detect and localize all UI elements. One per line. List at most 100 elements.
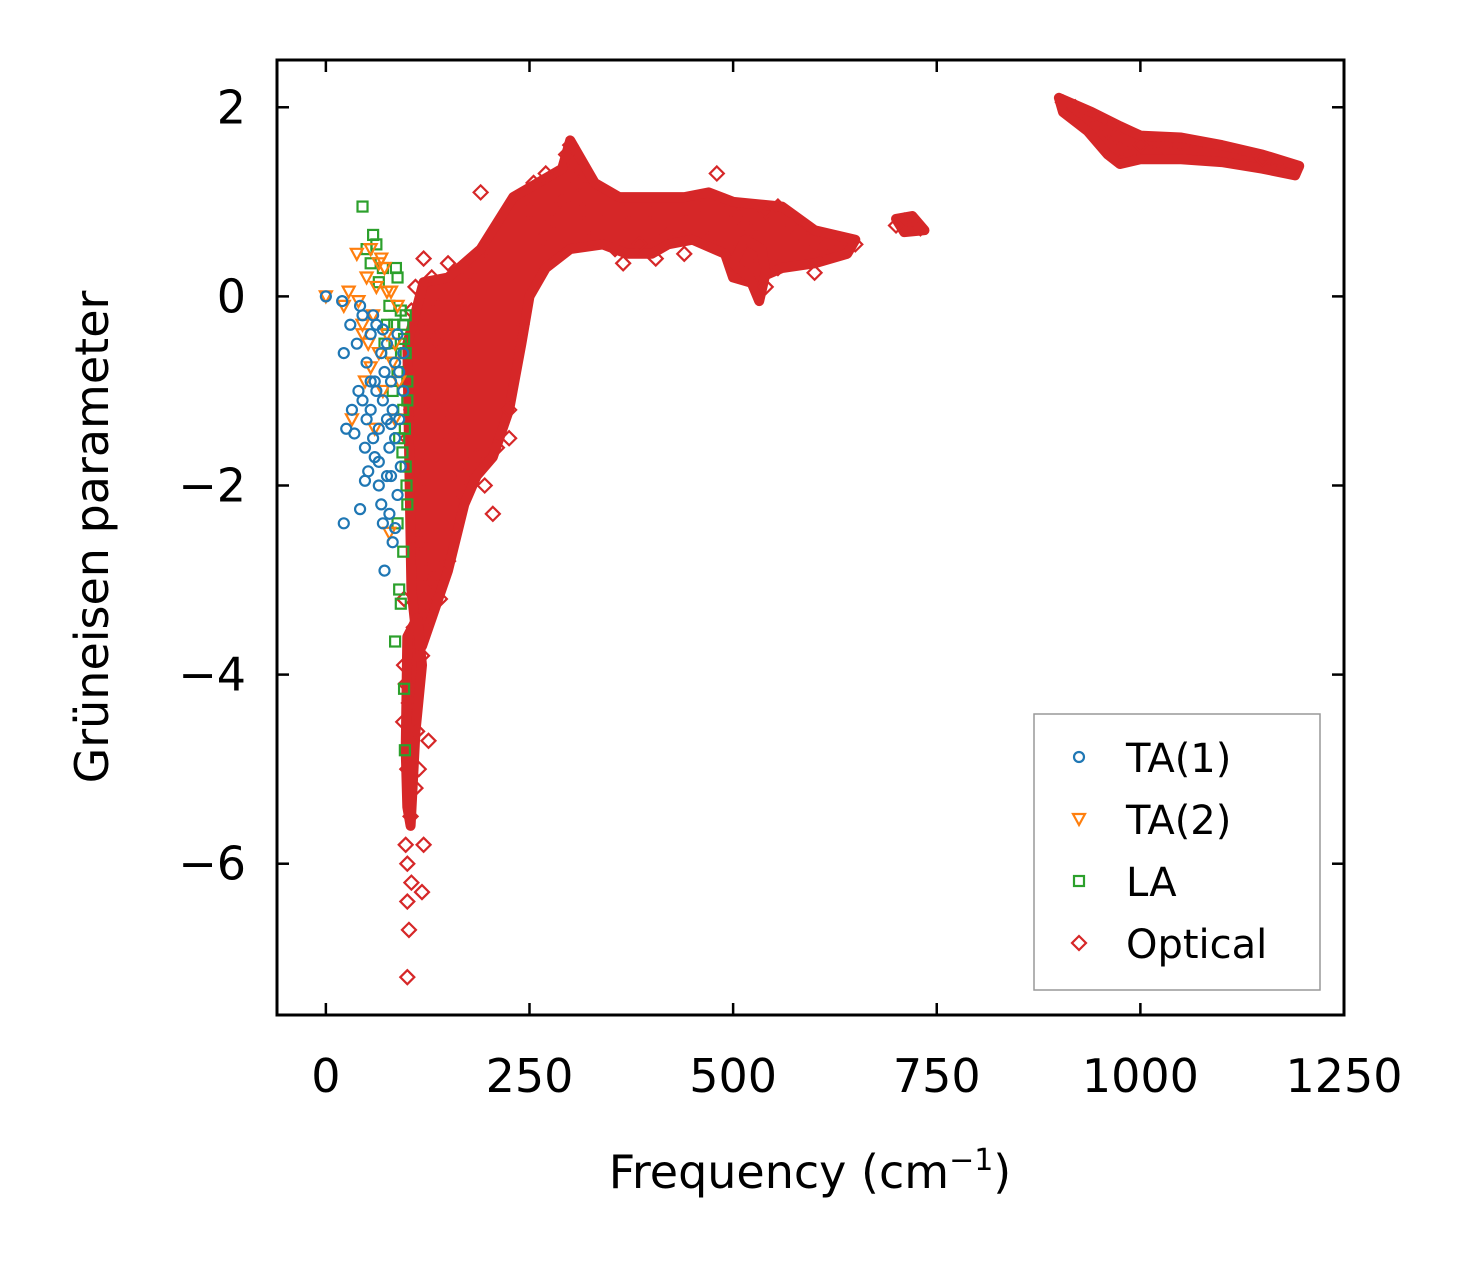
- legend-label-ta2: TA(2): [1125, 798, 1231, 844]
- optical-point: [459, 264, 477, 282]
- optical-point: [419, 732, 438, 750]
- ta1-point: [367, 432, 380, 445]
- optical-point: [410, 316, 429, 334]
- ta1-point: [353, 503, 367, 516]
- optical-point: [1237, 145, 1255, 164]
- ta1-point: [344, 318, 357, 331]
- la-point: [396, 446, 409, 459]
- optical-point: [406, 779, 425, 797]
- optical-point: [594, 212, 612, 230]
- ta1-point: [370, 384, 383, 398]
- optical-point: [427, 330, 445, 348]
- y-tick-label: −6: [178, 837, 246, 891]
- optical-point: [476, 240, 494, 258]
- x-tick-label: 1000: [1082, 1049, 1199, 1103]
- optical-point: [846, 235, 864, 253]
- optical-point: [708, 164, 726, 183]
- ta1-point: [337, 347, 350, 360]
- optical-point: [398, 855, 416, 873]
- optical-point: [553, 193, 571, 211]
- ta1-point: [384, 469, 398, 483]
- optical-point: [415, 250, 433, 268]
- ta1-point: [391, 488, 404, 502]
- optical-point: [732, 235, 750, 253]
- legend-box: [1033, 713, 1321, 991]
- la-point: [397, 682, 411, 695]
- optical-point: [691, 198, 710, 216]
- optical-point: [408, 722, 426, 740]
- optical-point: [582, 231, 600, 249]
- legend-marker-la: [1072, 874, 1086, 888]
- optical-point: [405, 618, 423, 636]
- optical-point: [443, 429, 461, 447]
- optical-point: [606, 240, 624, 258]
- ta1-point: [360, 356, 373, 369]
- optical-point: [394, 713, 412, 731]
- ta1-point: [389, 432, 402, 445]
- optical-point: [402, 807, 420, 825]
- optical-point: [397, 675, 415, 693]
- optical-point: [1099, 122, 1117, 140]
- optical-point: [757, 278, 775, 296]
- x-tick-label: 1250: [1285, 1049, 1402, 1103]
- optical-point: [1188, 138, 1206, 156]
- optical-point: [406, 278, 425, 296]
- optical-point: [744, 259, 763, 277]
- optical-point: [569, 174, 587, 192]
- optical-point: [675, 212, 693, 230]
- ta1-point: [372, 479, 385, 492]
- optical-point: [1144, 131, 1162, 149]
- optical-point: [1172, 134, 1190, 152]
- optical-point: [1156, 138, 1174, 156]
- y-tick-label: 2: [217, 80, 246, 134]
- ta1-point: [348, 427, 361, 440]
- x-tick-label: 750: [893, 1049, 981, 1103]
- ta1-point: [376, 517, 389, 530]
- optical-point: [525, 174, 543, 192]
- ta1-point: [380, 469, 394, 483]
- legend-label-la: LA: [1126, 860, 1177, 906]
- ta1-point: [397, 384, 410, 398]
- optical-point: [447, 495, 465, 513]
- x-axis-title-exponent: −1: [949, 1143, 993, 1178]
- ta1-point: [393, 365, 406, 379]
- optical-point: [545, 212, 563, 230]
- ta1-point: [358, 441, 372, 454]
- ta1-point: [336, 295, 349, 308]
- plot-frame: [275, 58, 1346, 1017]
- ta1-point: [362, 465, 375, 478]
- ta2-point: [357, 375, 373, 390]
- ta1-point: [383, 507, 396, 520]
- optical-point: [781, 216, 799, 235]
- optical-point: [488, 439, 506, 457]
- optical-point: [476, 476, 494, 495]
- ta1-point: [384, 375, 398, 388]
- optical-point: [1205, 141, 1223, 159]
- optical-point: [400, 921, 418, 939]
- ta1-point: [384, 417, 398, 431]
- la-point: [356, 200, 369, 213]
- optical-point: [647, 250, 665, 268]
- optical-point: [1091, 112, 1109, 131]
- ta1-point: [364, 328, 377, 341]
- optical-point: [565, 155, 583, 173]
- optical-point: [413, 647, 431, 665]
- optical-point: [561, 136, 579, 154]
- ta1-point: [380, 337, 394, 350]
- la-point: [401, 498, 414, 511]
- y-tick-label: −4: [178, 648, 246, 702]
- ta1-point: [391, 328, 404, 341]
- ta1-point: [356, 394, 369, 407]
- ta1-point: [337, 517, 350, 530]
- optical-point: [1119, 145, 1137, 164]
- optical-point: [830, 235, 848, 253]
- ta1-point: [372, 455, 385, 468]
- legend-marker-ta1: [1072, 750, 1086, 764]
- optical-point: [398, 429, 416, 447]
- ta1-point: [376, 323, 389, 336]
- ta1-point: [383, 441, 396, 454]
- optical-point: [643, 202, 661, 220]
- x-tick-label: 500: [689, 1049, 777, 1103]
- optical-point: [573, 202, 591, 220]
